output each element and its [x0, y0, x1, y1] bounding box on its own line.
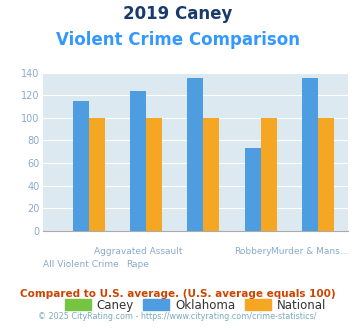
Text: Aggravated Assault: Aggravated Assault [94, 247, 182, 256]
Text: Murder & Mans...: Murder & Mans... [271, 247, 349, 256]
Bar [261, 118, 277, 231]
Legend: Caney, Oklahoma, National: Caney, Oklahoma, National [60, 294, 331, 316]
Bar [146, 118, 162, 231]
Text: Rape: Rape [126, 259, 149, 269]
Bar [245, 148, 261, 231]
Text: Robbery: Robbery [234, 247, 272, 256]
Bar [302, 78, 318, 231]
Bar [130, 91, 146, 231]
Text: All Violent Crime: All Violent Crime [43, 259, 119, 269]
Bar [318, 118, 334, 231]
Bar [187, 78, 203, 231]
Text: Compared to U.S. average. (U.S. average equals 100): Compared to U.S. average. (U.S. average … [20, 289, 335, 299]
Bar [72, 101, 89, 231]
Bar [203, 118, 219, 231]
Text: © 2025 CityRating.com - https://www.cityrating.com/crime-statistics/: © 2025 CityRating.com - https://www.city… [38, 312, 317, 321]
Text: Violent Crime Comparison: Violent Crime Comparison [55, 31, 300, 50]
Text: 2019 Caney: 2019 Caney [123, 5, 232, 23]
Bar [89, 118, 105, 231]
